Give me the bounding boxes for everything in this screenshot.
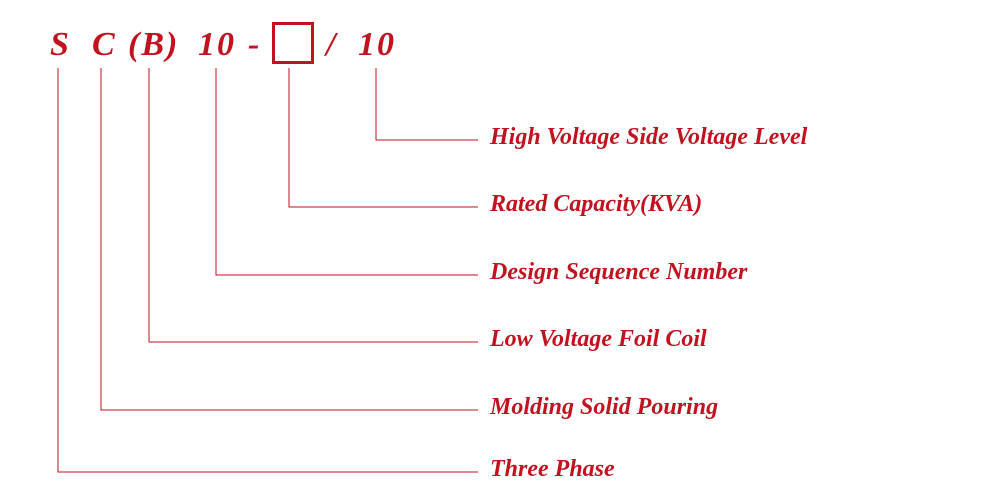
model-code-row: SC(B)10-/10 [40, 20, 440, 70]
code-part-4: - [248, 26, 261, 64]
code-part-2: (B) [128, 26, 179, 64]
label-0: High Voltage Side Voltage Level [490, 124, 807, 151]
code-blank-box [272, 22, 314, 64]
label-4: Molding Solid Pouring [490, 394, 718, 421]
code-part-7: 10 [358, 26, 396, 64]
code-part-6: / [326, 26, 337, 64]
label-3: Low Voltage Foil Coil [490, 326, 707, 353]
label-5: Three Phase [490, 456, 615, 483]
code-part-1: C [92, 26, 117, 64]
label-1: Rated Capacity(KVA) [490, 191, 702, 218]
code-part-3: 10 [198, 26, 236, 64]
connector-lines [0, 0, 989, 502]
label-2: Design Sequence Number [490, 259, 747, 286]
code-part-0: S [50, 26, 71, 64]
